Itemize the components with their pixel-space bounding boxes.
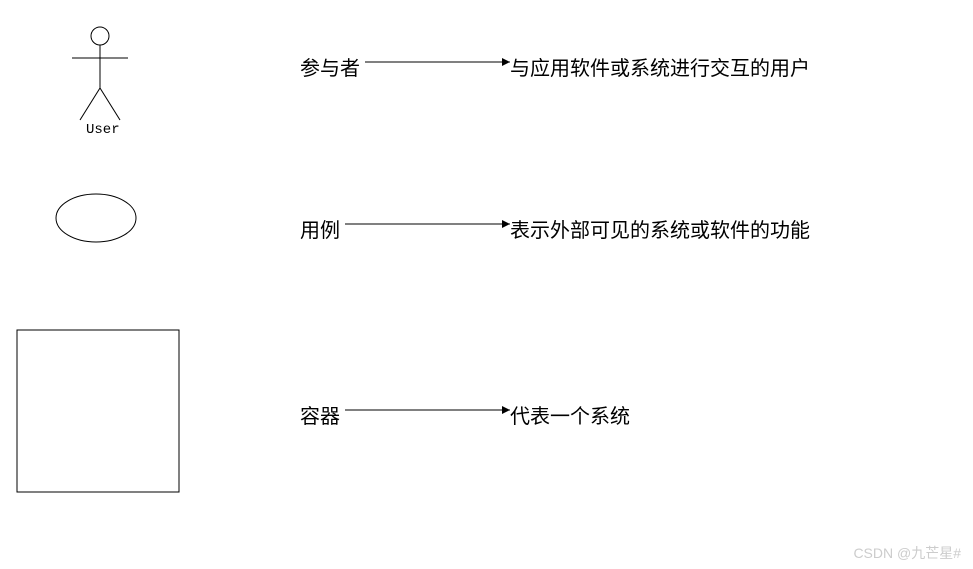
watermark: CSDN @九芒星# bbox=[853, 543, 961, 563]
row-0-term: 参与者 bbox=[300, 52, 360, 81]
actor-label: User bbox=[86, 122, 120, 138]
row-0-desc: 与应用软件或系统进行交互的用户 bbox=[510, 52, 810, 81]
diagram-canvas bbox=[0, 0, 973, 569]
row-1-desc: 表示外部可见的系统或软件的功能 bbox=[510, 214, 810, 243]
arrow-2-head bbox=[502, 406, 510, 414]
arrow-0-head bbox=[502, 58, 510, 66]
usecase-ellipse bbox=[56, 194, 136, 242]
actor-leg-right bbox=[100, 88, 120, 120]
actor-leg-left bbox=[80, 88, 100, 120]
row-1-term: 用例 bbox=[300, 214, 340, 243]
actor-head bbox=[91, 27, 109, 45]
arrow-1-head bbox=[502, 220, 510, 228]
row-2-desc: 代表一个系统 bbox=[510, 400, 630, 429]
container-rect bbox=[17, 330, 179, 492]
row-2-term: 容器 bbox=[300, 400, 340, 429]
